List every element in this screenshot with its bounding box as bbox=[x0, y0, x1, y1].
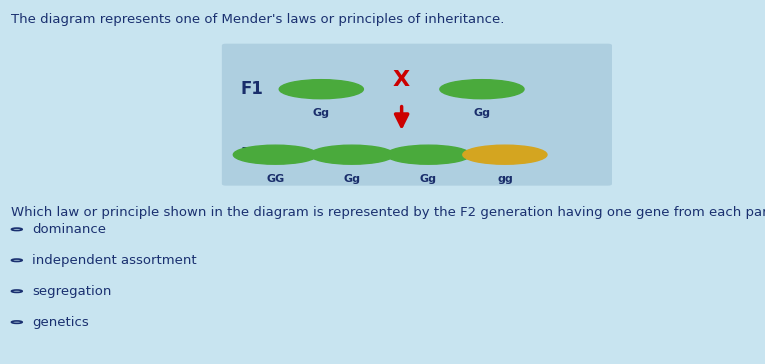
Ellipse shape bbox=[279, 80, 363, 99]
Text: GG: GG bbox=[266, 174, 285, 184]
Ellipse shape bbox=[440, 80, 524, 99]
Text: Gg: Gg bbox=[420, 174, 437, 184]
Ellipse shape bbox=[463, 145, 547, 164]
Ellipse shape bbox=[386, 145, 470, 164]
Text: Gg: Gg bbox=[343, 174, 360, 184]
Text: gg: gg bbox=[497, 174, 513, 184]
Text: Gg: Gg bbox=[474, 108, 490, 118]
Ellipse shape bbox=[233, 145, 317, 164]
Text: Which law or principle shown in the diagram is represented by the F2 generation : Which law or principle shown in the diag… bbox=[11, 206, 765, 219]
FancyBboxPatch shape bbox=[222, 44, 612, 186]
Text: F1: F1 bbox=[241, 80, 264, 98]
Text: The diagram represents one of Mender's laws or principles of inheritance.: The diagram represents one of Mender's l… bbox=[11, 13, 505, 26]
Ellipse shape bbox=[310, 145, 394, 164]
Text: F2: F2 bbox=[241, 146, 264, 164]
Text: segregation: segregation bbox=[32, 285, 112, 298]
Text: dominance: dominance bbox=[32, 223, 106, 236]
Text: independent assortment: independent assortment bbox=[32, 254, 197, 267]
Text: Gg: Gg bbox=[313, 108, 330, 118]
Text: genetics: genetics bbox=[32, 316, 89, 329]
Text: X: X bbox=[393, 70, 410, 90]
